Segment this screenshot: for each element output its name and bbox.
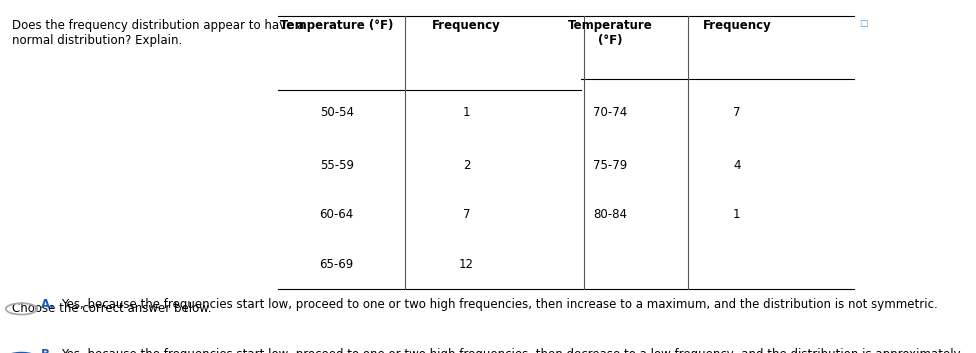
Text: 7: 7 — [463, 208, 470, 221]
Text: Temperature (°F): Temperature (°F) — [280, 19, 393, 32]
Text: Yes, because the frequencies start low, proceed to one or two high frequencies, : Yes, because the frequencies start low, … — [61, 348, 961, 353]
Text: □: □ — [859, 19, 868, 28]
Text: 1: 1 — [463, 106, 470, 119]
Text: B.: B. — [41, 348, 55, 353]
Text: Does the frequency distribution appear to have a
normal distribution? Explain.: Does the frequency distribution appear t… — [12, 19, 305, 47]
Text: 55-59: 55-59 — [320, 159, 353, 172]
Text: 2: 2 — [463, 159, 470, 172]
Text: 7: 7 — [733, 106, 741, 119]
Text: 50-54: 50-54 — [320, 106, 353, 119]
Text: Choose the correct answer below.: Choose the correct answer below. — [12, 302, 211, 315]
Text: A.: A. — [41, 298, 55, 311]
Text: Frequency: Frequency — [432, 19, 501, 32]
Text: 65-69: 65-69 — [319, 258, 354, 271]
Text: Yes, because the frequencies start low, proceed to one or two high frequencies, : Yes, because the frequencies start low, … — [61, 298, 938, 311]
Text: 80-84: 80-84 — [593, 208, 627, 221]
Text: 1: 1 — [733, 208, 741, 221]
Text: 75-79: 75-79 — [592, 159, 628, 172]
Text: 4: 4 — [733, 159, 741, 172]
Text: 60-64: 60-64 — [319, 208, 354, 221]
Text: 70-74: 70-74 — [592, 106, 628, 119]
Text: Temperature
(°F): Temperature (°F) — [568, 19, 652, 47]
Text: Frequency: Frequency — [703, 19, 771, 32]
Text: 12: 12 — [459, 258, 474, 271]
